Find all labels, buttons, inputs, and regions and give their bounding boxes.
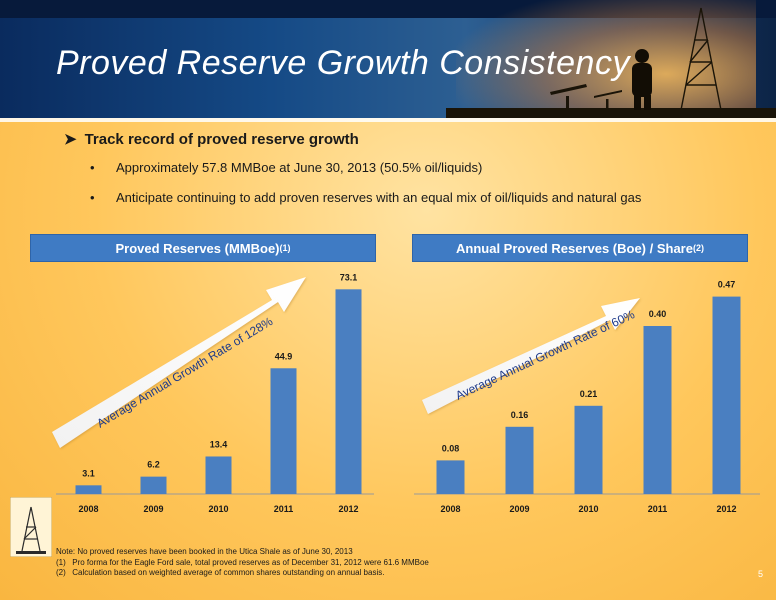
sub-bullet-2: • Anticipate continuing to add proven res… [90,190,641,205]
header-divider [0,118,776,122]
right-chart-bar-2008 [436,460,465,494]
footnote-1-num: (1) [56,557,66,567]
left-chart-data-label-2009: 6.2 [147,460,160,470]
left-chart-data-label-2012: 73.1 [340,272,358,282]
right-chart-x-tick-2012: 2012 [716,504,736,514]
left-chart-bar-2010 [205,456,232,494]
right-chart-data-label-2009: 0.16 [511,410,529,420]
left-chart-marks: 3.1 2008 6.2 2009 13.4 2010 44.9 2011 73.1 2012 [75,272,362,514]
left-chart-bar-2009 [140,476,167,494]
right-chart-data-label-2008: 0.08 [442,443,460,453]
footnote-marker: (2) [692,243,704,253]
left-growth-arrow-text: Average Annual Growth Rate of 128% [94,314,275,431]
footnote-1-text: Pro forma for the Eagle Ford sale, total… [72,557,429,567]
right-chart-marks: 0.08 2008 0.16 2009 0.21 2010 0.40 2011 0.47 2012 [436,280,741,514]
right-growth-arrow-text: Average Annual Growth Rate of 60% [453,307,637,403]
header-sunset-glow [456,0,756,118]
left-chart-x-tick-2012: 2012 [338,504,358,514]
left-chart-bar-2011 [270,368,297,494]
right-chart-x-tick-2009: 2009 [509,504,529,514]
left-chart-header: Proved Reserves (MMBoe) (1) [30,234,376,262]
dot-bullet-icon: • [90,190,95,205]
left-growth-arrow [52,277,306,448]
right-chart-header: Annual Proved Reserves (Boe) / Share (2) [412,234,748,262]
sub-bullet-text: Anticipate continuing to add proven rese… [116,190,642,205]
main-bullet-text: Track record of proved reserve growth [84,131,359,148]
footnote-1: (1) Pro forma for the Eagle Ford sale, t… [56,558,429,569]
right-chart-data-label-2010: 0.21 [580,389,598,399]
header-banner: Proved Reserve Growth Consistency [0,0,776,118]
footnote-marker: (1) [279,243,291,253]
right-chart-bar-2009 [505,426,534,494]
right-chart-bar-2011 [643,326,672,494]
arrow-bullet-icon: ➤ [64,131,77,148]
footnote-2-num: (2) [56,568,66,577]
footnote-note: Note: No proved reserves have been booke… [56,547,353,556]
main-bullet: ➤ Track record of proved reserve growth [64,130,359,148]
oil-field-silhouette [446,7,776,118]
left-chart-x-tick-2008: 2008 [78,504,98,514]
left-chart-data-label-2010: 13.4 [210,439,228,449]
page-number: 5 [758,569,764,579]
left-chart-x-tick-2010: 2010 [208,504,228,514]
footnotes: Note: No proved reserves have been booke… [56,547,429,579]
right-growth-arrow [422,298,640,414]
sub-bullet-1: • Approximately 57.8 MMBoe at June 30, 20… [90,160,482,175]
left-chart-bar-2008 [75,485,102,494]
left-chart-bar-2012 [335,289,362,494]
right-chart-x-tick-2011: 2011 [648,504,668,514]
right-chart-bar-2012 [712,296,741,494]
left-chart-data-label-2008: 3.1 [82,468,95,478]
company-logo [10,497,52,557]
right-chart-title: Annual Proved Reserves (Boe) / Share [456,240,693,256]
right-chart-data-label-2012: 0.47 [718,280,736,290]
right-chart-bar-2010 [574,405,603,494]
right-chart-x-tick-2010: 2010 [578,504,598,514]
left-chart-x-tick-2009: 2009 [143,504,163,514]
footnote-2-text: Calculation based on weighted average of… [72,568,385,577]
sub-bullet-text: Approximately 57.8 MMBoe at June 30, 201… [116,160,483,175]
footnote-2: (2) Calculation based on weighted averag… [56,568,429,579]
left-chart-x-tick-2011: 2011 [274,504,294,514]
left-chart-title: Proved Reserves (MMBoe) [115,240,280,256]
slide-title: Proved Reserve Growth Consistency [56,44,630,82]
right-chart-x-tick-2008: 2008 [440,504,460,514]
right-chart-data-label-2011: 0.40 [649,309,667,319]
dot-bullet-icon: • [90,160,95,175]
left-chart-data-label-2011: 44.9 [275,351,293,361]
